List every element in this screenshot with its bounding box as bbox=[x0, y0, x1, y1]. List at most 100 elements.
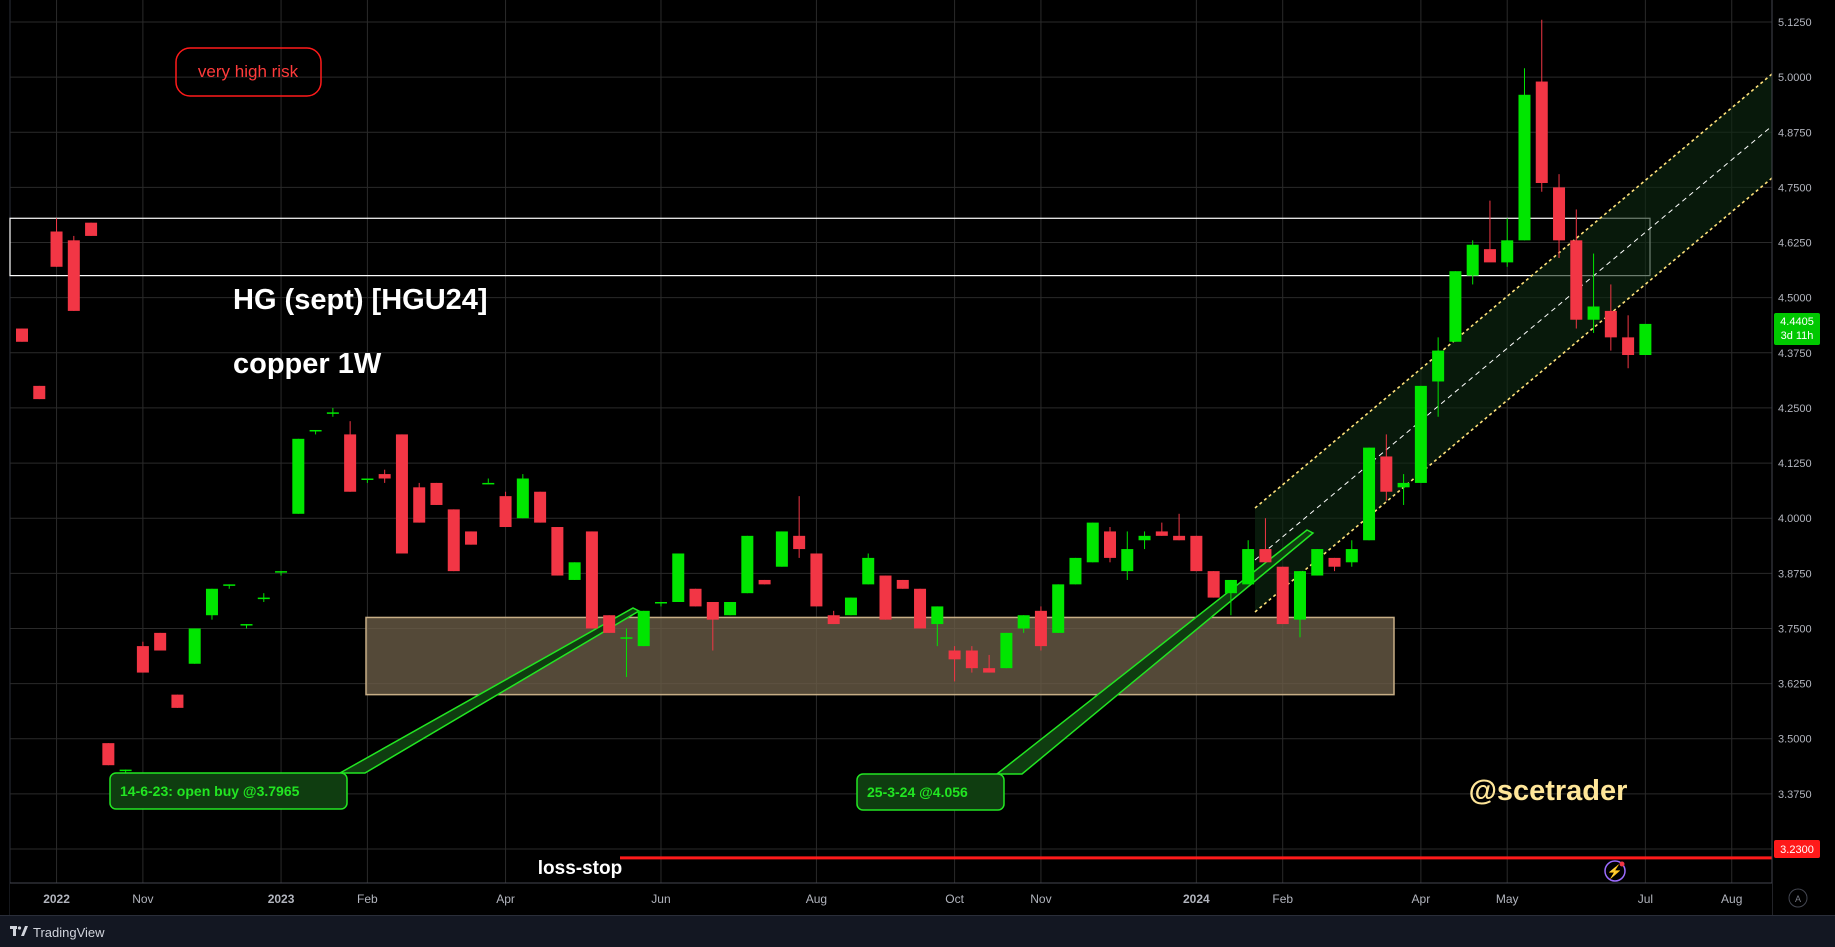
candle-body bbox=[33, 385, 46, 400]
support-zone bbox=[365, 616, 1395, 696]
channel-median bbox=[1254, 125, 1773, 561]
candle-body bbox=[879, 575, 892, 620]
y-tick-label: 4.1250 bbox=[1778, 458, 1812, 470]
candle-body bbox=[620, 637, 633, 639]
candlestick-chart[interactable]: very high risk HG (sept) [HGU24] copper … bbox=[0, 0, 1835, 915]
annotations: very high risk HG (sept) [HGU24] copper … bbox=[109, 47, 1627, 882]
candle-body bbox=[1311, 549, 1324, 576]
candle-body bbox=[465, 531, 478, 545]
x-tick-label: 2022 bbox=[43, 892, 70, 906]
candle-body bbox=[378, 474, 391, 479]
candle-body bbox=[810, 553, 823, 607]
countdown-value: 3d 11h bbox=[1781, 330, 1814, 342]
tradingview-label: TradingView bbox=[33, 924, 105, 940]
y-tick-label: 4.6250 bbox=[1778, 238, 1812, 250]
candle-body bbox=[1535, 81, 1548, 183]
x-tick-label: Aug bbox=[806, 892, 827, 906]
candle-body bbox=[102, 743, 115, 766]
candle-body bbox=[1414, 385, 1427, 483]
candle-body bbox=[292, 438, 305, 514]
candle-body bbox=[534, 491, 547, 523]
tradingview-brand[interactable]: TradingView bbox=[10, 925, 105, 940]
candle-body bbox=[1553, 187, 1566, 241]
candle-body bbox=[793, 535, 806, 550]
candle-body bbox=[1017, 615, 1030, 629]
chart-subtitle: copper 1W bbox=[233, 348, 382, 380]
price-axis[interactable]: 3.25003.37503.50003.62503.75003.87504.00… bbox=[1771, 0, 1835, 915]
candle-body bbox=[326, 412, 339, 414]
candle-body bbox=[1570, 240, 1583, 320]
candle-body bbox=[205, 588, 218, 616]
candle-body bbox=[482, 482, 495, 485]
candle-body bbox=[136, 646, 149, 673]
candle-body bbox=[1034, 610, 1047, 647]
candle-body bbox=[499, 496, 512, 528]
stop-price-value: 3.2300 bbox=[1780, 844, 1814, 856]
lightning-dot bbox=[1619, 861, 1625, 867]
x-tick-label: Feb bbox=[1272, 892, 1293, 906]
candle-body bbox=[1190, 535, 1203, 572]
candle-body bbox=[361, 478, 374, 481]
x-tick-label: Feb bbox=[357, 892, 378, 906]
x-tick-label: Nov bbox=[1030, 892, 1051, 906]
candle-body bbox=[1138, 535, 1151, 541]
lightning-glyph: ⚡ bbox=[1607, 864, 1623, 880]
candle-body bbox=[1518, 94, 1531, 241]
x-tick-label: 2024 bbox=[1183, 892, 1210, 906]
candle-body bbox=[1293, 571, 1306, 620]
y-tick-label: 4.8750 bbox=[1778, 127, 1812, 139]
candle-body bbox=[706, 602, 719, 620]
candle-body bbox=[395, 434, 408, 554]
auto-scale-button[interactable] bbox=[1788, 888, 1808, 908]
candle-body bbox=[775, 531, 788, 567]
candle-body bbox=[551, 527, 564, 576]
candle-body bbox=[309, 429, 322, 432]
current-price-tag bbox=[1774, 313, 1820, 345]
candle-body bbox=[983, 668, 996, 673]
candle-body bbox=[603, 615, 616, 633]
x-tick-label: May bbox=[1496, 892, 1519, 906]
candle-body bbox=[724, 602, 737, 616]
lightning-icon[interactable] bbox=[1604, 860, 1626, 882]
candle-body bbox=[1622, 337, 1635, 356]
callout-box-1 bbox=[109, 772, 348, 810]
current-price-value: 4.4405 bbox=[1780, 316, 1814, 328]
candle-body bbox=[948, 650, 961, 660]
candle-body bbox=[637, 610, 650, 647]
candle-body bbox=[1069, 557, 1082, 585]
candle-body bbox=[85, 222, 98, 236]
candle-body bbox=[689, 588, 702, 607]
stop-price-tag bbox=[1774, 840, 1820, 858]
candles bbox=[16, 19, 1652, 775]
candle-body bbox=[171, 694, 184, 708]
candle-body bbox=[1173, 535, 1186, 541]
risk-label: very high risk bbox=[198, 62, 299, 81]
candle-body bbox=[1086, 522, 1099, 563]
candle-body bbox=[1328, 557, 1341, 567]
candle-body bbox=[654, 602, 667, 604]
candle-body bbox=[1587, 306, 1600, 320]
candle-body bbox=[1345, 549, 1358, 563]
risk-badge bbox=[175, 47, 322, 97]
channel-lower bbox=[1254, 177, 1773, 613]
candle-body bbox=[1432, 350, 1445, 382]
candle-body bbox=[430, 482, 443, 505]
candle-body bbox=[1449, 271, 1462, 342]
candle-body bbox=[672, 553, 685, 603]
y-tick-label: 4.3750 bbox=[1778, 348, 1812, 360]
candle-body bbox=[965, 650, 978, 669]
chart-title: HG (sept) [HGU24] bbox=[233, 284, 488, 316]
footer-bar: TradingView bbox=[0, 915, 1835, 947]
candle-body bbox=[516, 478, 529, 519]
time-axis[interactable]: 2022 Nov 2023 Feb Apr Jun Aug Oct Nov 2024 Feb Apr M… bbox=[10, 882, 1808, 915]
candle-body bbox=[568, 562, 581, 580]
candle-body bbox=[741, 535, 754, 594]
tradingview-logo-icon bbox=[10, 926, 28, 936]
candle-body bbox=[1380, 456, 1393, 492]
candle-body bbox=[1604, 310, 1617, 338]
candle-body bbox=[1155, 531, 1168, 536]
x-tick-label: Aug bbox=[1721, 892, 1742, 906]
candle-body bbox=[1121, 549, 1134, 572]
candle-body bbox=[862, 557, 875, 585]
